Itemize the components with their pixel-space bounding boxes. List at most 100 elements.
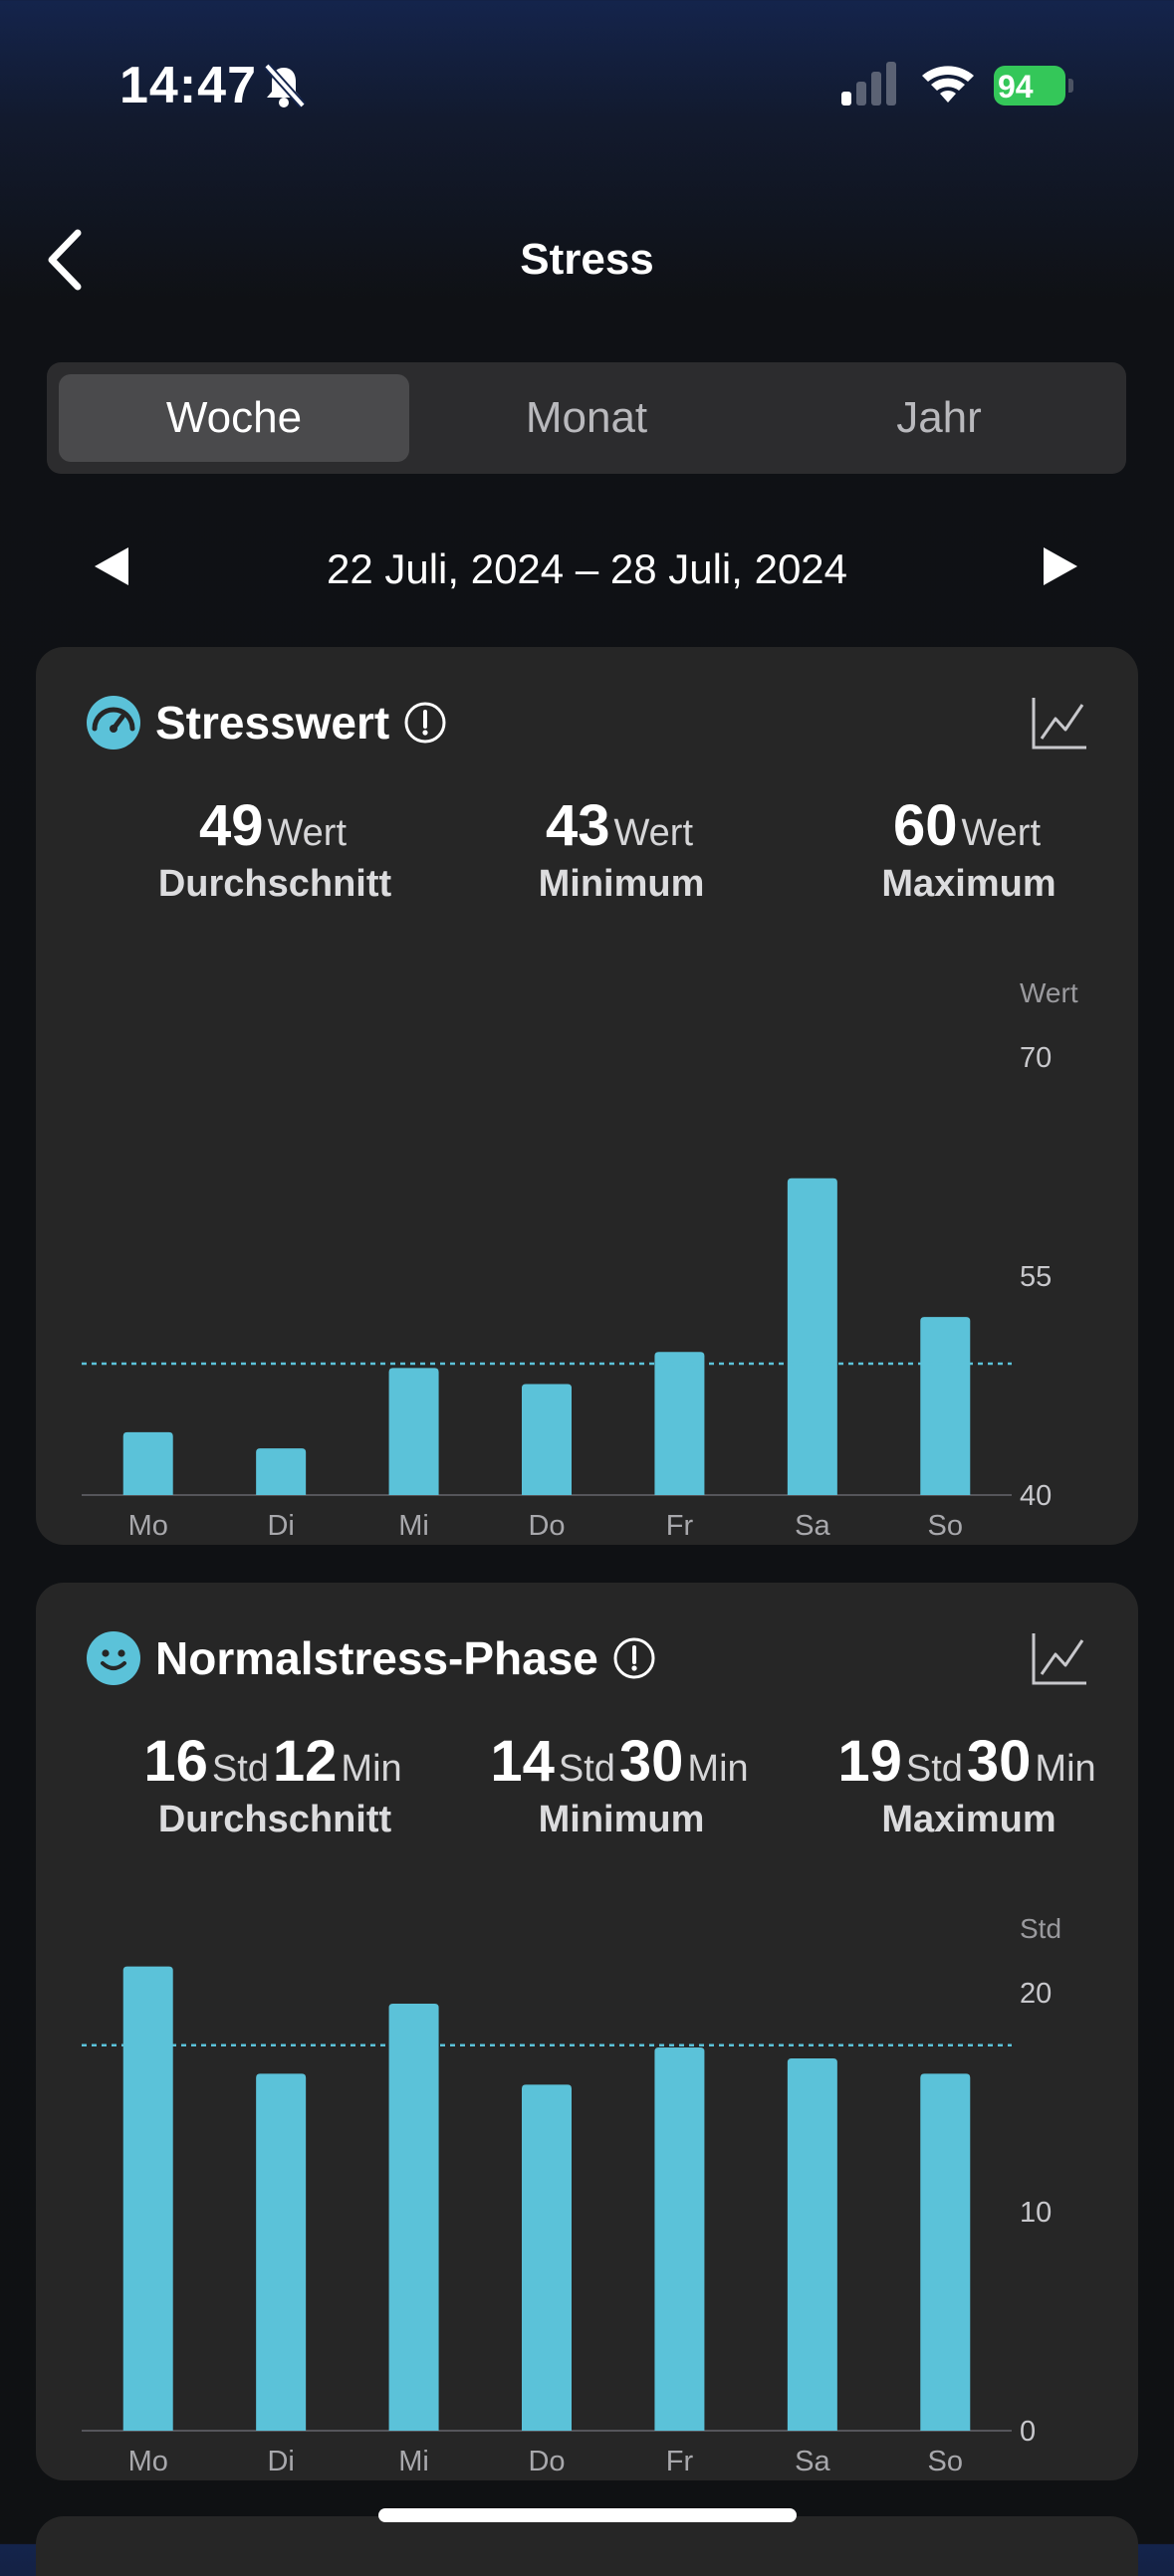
back-chevron-icon[interactable] [40, 225, 90, 295]
tab-jahr[interactable]: Jahr [896, 393, 982, 442]
stat-minutes-unit: Min [341, 1748, 402, 1790]
cellular-signal-icon [841, 62, 896, 106]
x-tick-label: Mi [398, 1510, 429, 1542]
info-icon[interactable] [403, 701, 447, 745]
y-tick-label: 0 [1020, 2416, 1036, 2448]
stat-minutes: 12 [272, 1729, 338, 1794]
stat-average: 16 Std12 Min Durchschnitt [91, 1728, 459, 1841]
card-header: Stresswert [86, 693, 447, 752]
stat-unit: Wert [613, 812, 694, 854]
tab-woche[interactable]: Woche [59, 374, 409, 462]
x-tick-label: Fr [666, 1510, 694, 1542]
x-tick-label: Di [267, 1510, 294, 1542]
x-tick-label: So [928, 1510, 963, 1542]
y-tick-label: 40 [1020, 1480, 1052, 1512]
y-tick-label: 10 [1020, 2197, 1052, 2229]
y-tick-label: 70 [1020, 1042, 1052, 1074]
next-card-partial [36, 2516, 1138, 2576]
bar-di [256, 1448, 307, 1495]
stat-unit: Wert [267, 812, 348, 854]
battery-level: 94 [998, 69, 1034, 105]
previous-week-arrow-icon[interactable] [95, 547, 128, 585]
normal-stress-chart: Std 20 10 0 Mo Di Mi Do Fr Sa So [82, 1913, 1061, 2477]
stat-minimum: 14 Std30 Min Minimum [437, 1728, 806, 1841]
nav-bar: Stress [0, 199, 1174, 319]
date-range: 22 Juli, 2024 – 28 Juli, 2024 [326, 545, 848, 592]
tab-monat[interactable]: Monat [525, 393, 648, 442]
bar-mi [388, 1368, 439, 1495]
stat-value: 49 [198, 793, 264, 858]
battery-tip [1068, 79, 1073, 93]
x-tick-label: Di [267, 2446, 294, 2477]
bar-fr [654, 2047, 705, 2431]
stat-hours-unit: Std [558, 1748, 615, 1790]
status-time: 14:47 [119, 57, 257, 114]
info-icon[interactable] [612, 1636, 656, 1680]
stat-minutes-unit: Min [1035, 1748, 1096, 1790]
x-tick-label: Mo [128, 2446, 168, 2477]
stat-minutes: 30 [618, 1729, 684, 1794]
smiley-icon [87, 1631, 140, 1685]
bar-so [920, 2073, 971, 2431]
stat-label: Maximum [881, 1799, 1057, 1840]
battery-indicator: 94 [994, 66, 1075, 106]
x-tick-label: Fr [666, 2446, 694, 2477]
card-title: Normalstress-Phase [155, 1632, 598, 1684]
stat-average: 49 Wert Durchschnitt [91, 792, 459, 906]
trend-chart-icon[interactable] [1031, 697, 1088, 751]
x-tick-label: Do [528, 2446, 565, 2477]
gauge-icon [87, 696, 140, 750]
normal-stress-card: Normalstress-Phase 16 Std12 Min Durchschni… [36, 1583, 1138, 2480]
x-tick-label: Sa [795, 1510, 830, 1542]
stat-maximum: 60 Wert Maximum [785, 792, 1153, 906]
y-tick-label: 20 [1020, 1978, 1052, 2010]
battery-body [994, 66, 1065, 106]
y-axis-unit: Std [1020, 1913, 1061, 1944]
home-indicator[interactable] [378, 2508, 797, 2522]
bar-do [522, 2084, 572, 2431]
bell-muted-icon [264, 63, 306, 108]
y-tick-label: 55 [1020, 1261, 1052, 1293]
x-tick-label: Sa [795, 2446, 830, 2477]
x-tick-label: Mo [128, 1510, 168, 1542]
bar-so [920, 1317, 971, 1495]
stat-maximum: 19 Std30 Min Maximum [785, 1728, 1153, 1841]
period-segmented-control: Woche Monat Jahr [47, 362, 1126, 474]
card-title: Stresswert [155, 697, 390, 749]
bar-do [522, 1384, 572, 1495]
x-tick-label: So [928, 2446, 963, 2477]
stat-label: Durchschnitt [157, 863, 392, 905]
x-tick-label: Mi [398, 2446, 429, 2477]
bar-mi [388, 2004, 439, 2431]
bar-mo [122, 1431, 173, 1495]
status-bar: 14:47 94 [0, 0, 1174, 179]
stat-hours-unit: Std [211, 1748, 269, 1790]
bar-sa [787, 2058, 837, 2431]
stat-minutes: 30 [966, 1729, 1032, 1794]
next-week-arrow-icon[interactable] [1044, 547, 1077, 585]
x-tick-label: Do [528, 1510, 565, 1542]
bar-di [256, 2073, 307, 2431]
stat-unit: Wert [961, 812, 1042, 854]
stat-label: Minimum [538, 1799, 705, 1840]
stat-value: 60 [892, 793, 958, 858]
page-title: Stress [520, 235, 654, 284]
stat-hours: 19 [837, 1729, 902, 1794]
stat-hours: 16 [143, 1729, 208, 1794]
trend-chart-icon[interactable] [1031, 1632, 1088, 1686]
stat-minimum: 43 Wert Minimum [437, 792, 806, 906]
stat-hours: 14 [490, 1729, 555, 1794]
stat-hours-unit: Std [905, 1748, 963, 1790]
y-axis-unit: Wert [1020, 977, 1078, 1008]
stat-minutes-unit: Min [687, 1748, 749, 1790]
stat-value: 43 [545, 793, 610, 858]
stress-value-chart: Wert 70 55 40 Mo Di Mi Do Fr Sa So [82, 977, 1078, 1542]
stat-label: Durchschnitt [157, 1799, 392, 1840]
stat-label: Minimum [538, 863, 705, 905]
bar-fr [654, 1352, 705, 1495]
wifi-icon [922, 66, 974, 103]
card-header: Normalstress-Phase [86, 1628, 656, 1688]
bar-sa [787, 1178, 837, 1495]
bar-mo [122, 1966, 173, 2431]
stat-label: Maximum [881, 863, 1057, 905]
